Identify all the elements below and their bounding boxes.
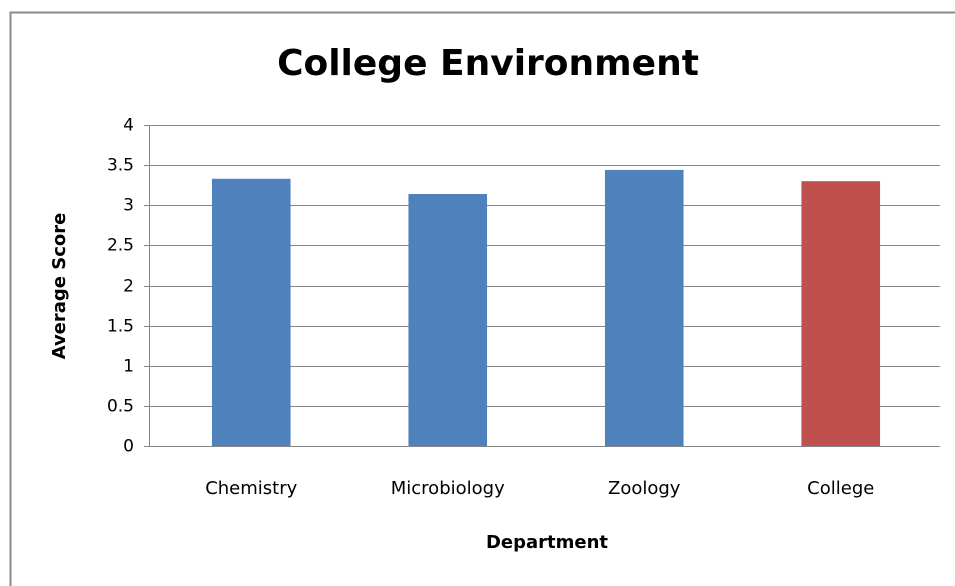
x-tick-label: Microbiology: [391, 478, 505, 499]
bar: [801, 181, 881, 447]
bar: [408, 194, 488, 446]
y-tick-label: 4: [123, 116, 134, 136]
y-tick-label: 3.5: [107, 156, 134, 176]
x-tick-label: College: [807, 478, 874, 499]
x-tick-label: Zoology: [608, 478, 681, 499]
bar: [211, 178, 291, 446]
y-tick-label: 2.5: [107, 236, 134, 256]
y-tick-label: 3: [123, 196, 134, 216]
x-axis-label: Department: [486, 532, 608, 553]
chart-title: College Environment: [277, 43, 699, 84]
y-tick-label: 1: [123, 357, 134, 377]
y-axis-label: Average Score: [49, 213, 70, 360]
x-tick-label: Chemistry: [205, 478, 297, 499]
y-tick-label: 1.5: [107, 317, 134, 337]
y-tick-label: 0: [123, 437, 134, 457]
y-tick-label: 0.5: [107, 397, 134, 417]
bar: [604, 169, 684, 446]
y-tick-label: 2: [123, 277, 134, 297]
